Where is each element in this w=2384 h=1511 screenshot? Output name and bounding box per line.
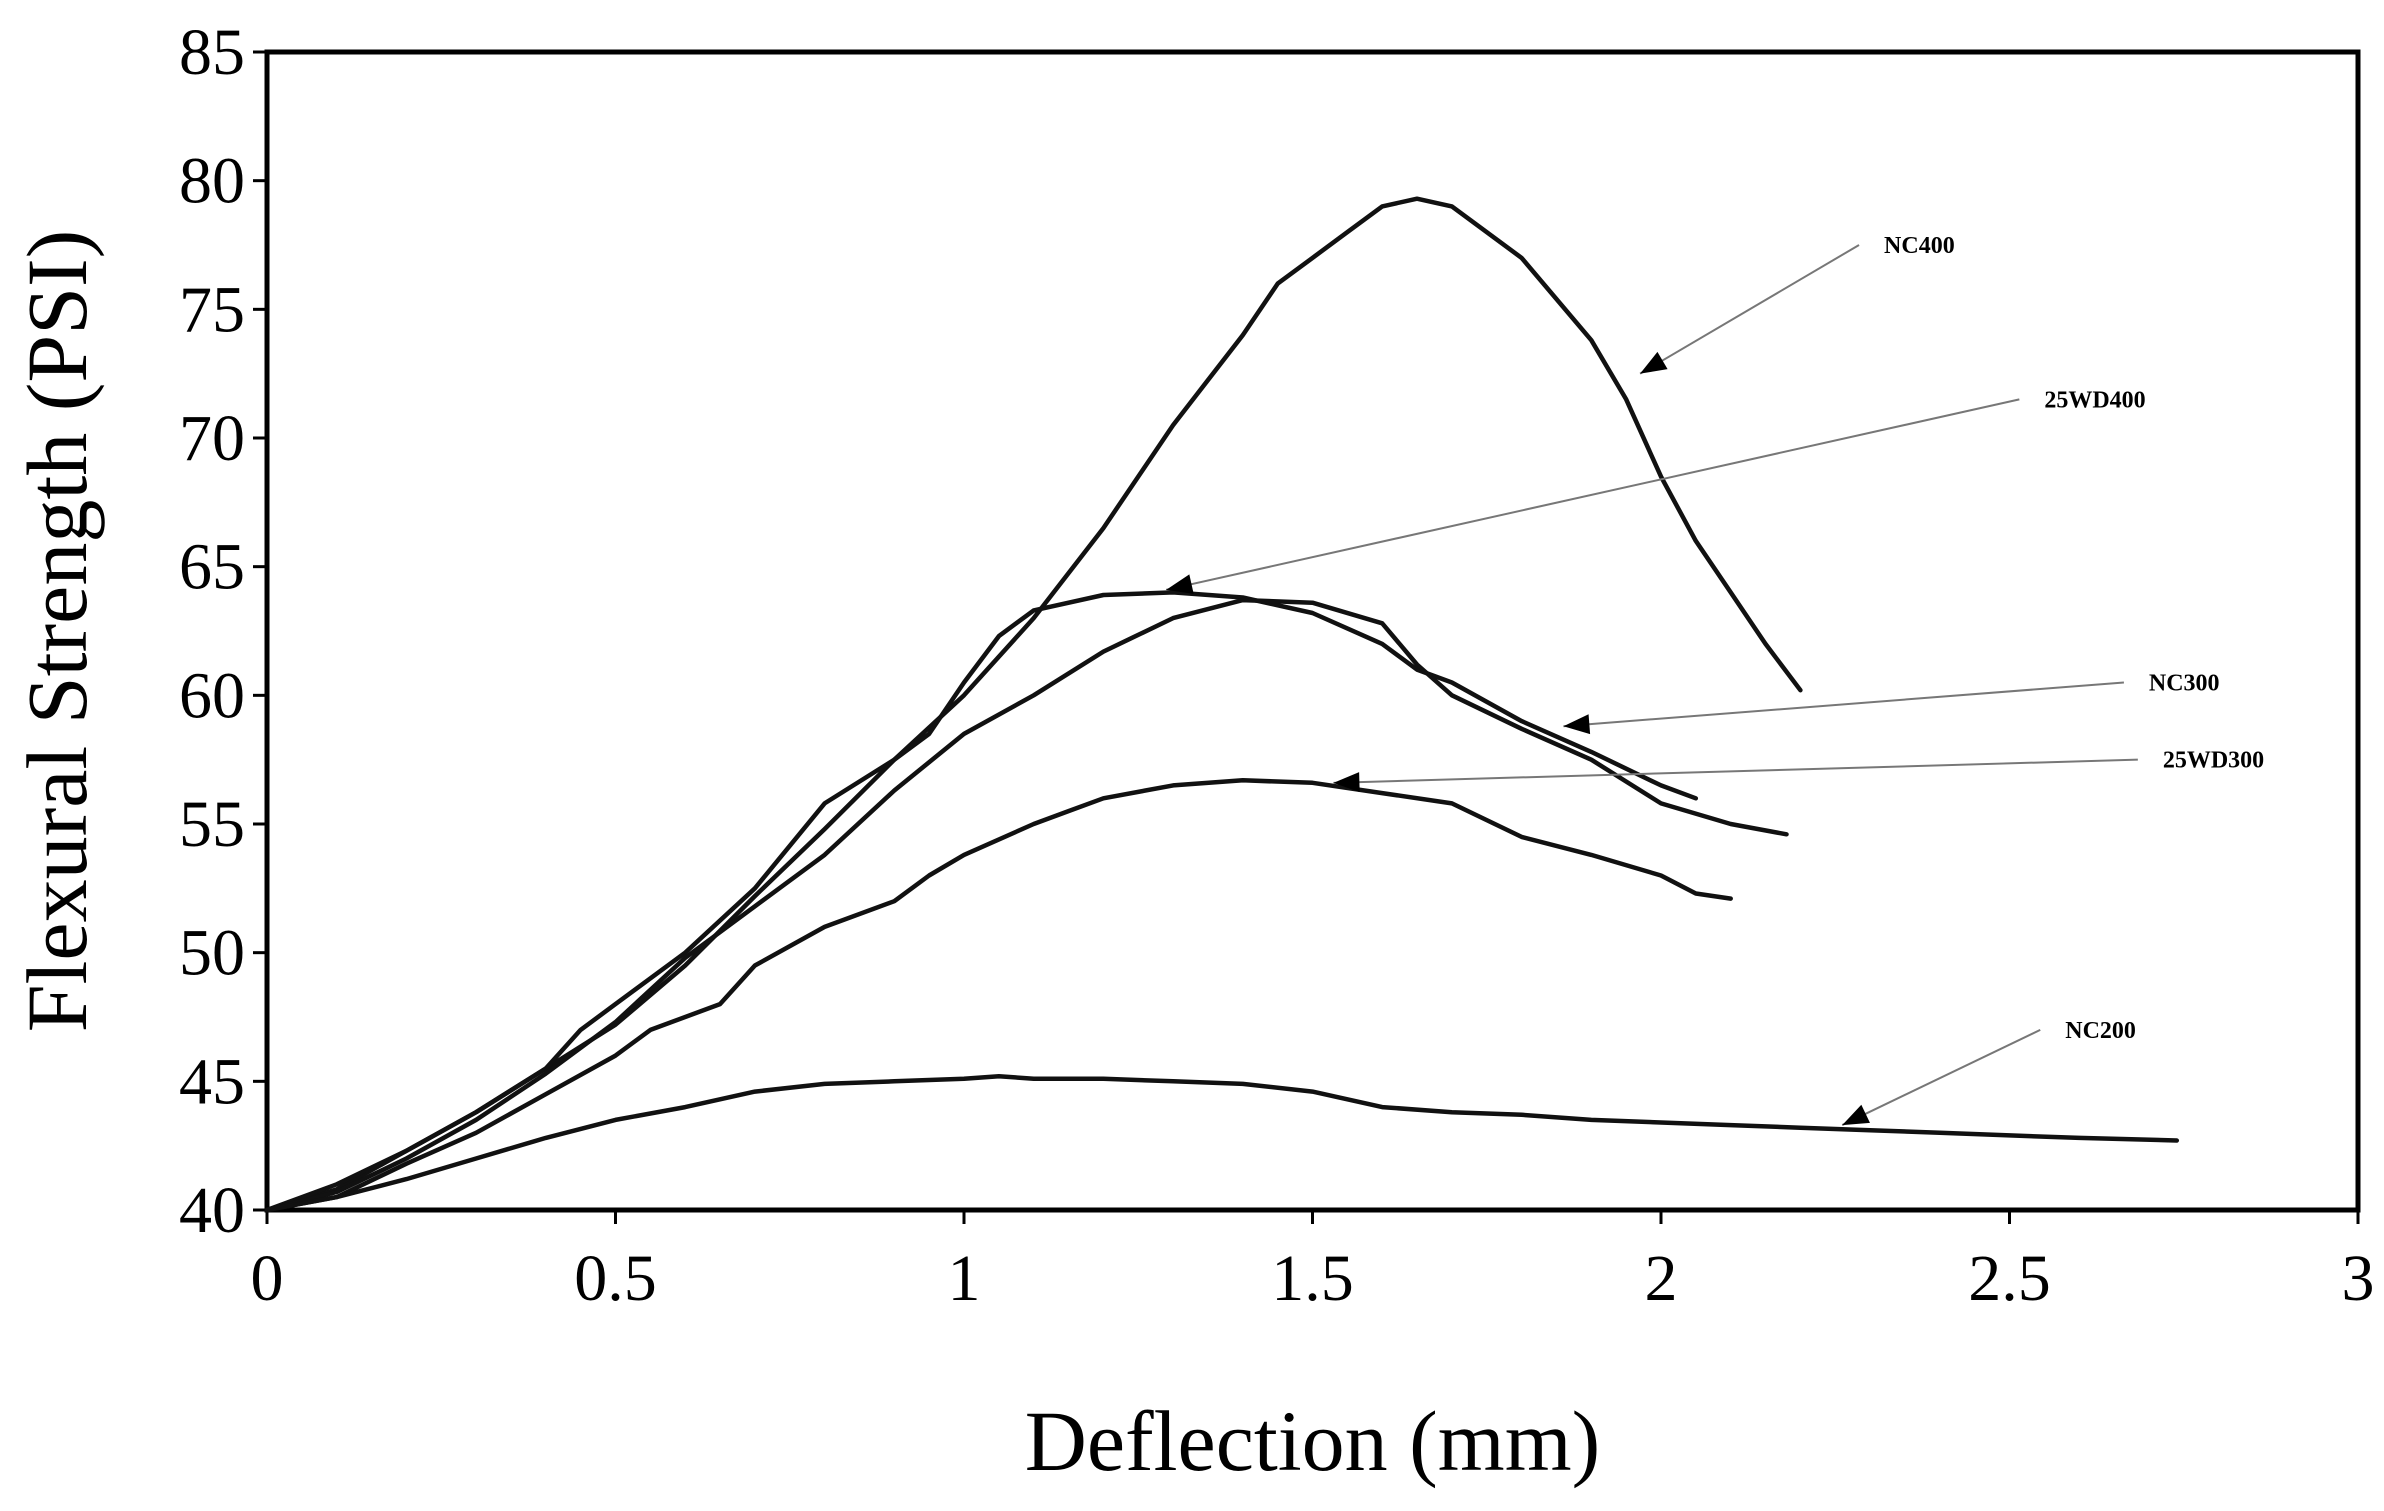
y-tick-label: 55 (179, 788, 245, 861)
annotation-leader-line (1563, 681, 2124, 728)
annotation-arrow-head (1640, 351, 1668, 374)
x-tick-label: 2 (1645, 1242, 1678, 1315)
annotation-label-nc400: NC400 (1884, 233, 1955, 259)
annotation-label-25wd300: 25WD300 (2163, 748, 2264, 774)
annotation-label-25wd400: 25WD400 (2044, 387, 2145, 413)
y-tick-label: 80 (179, 145, 245, 218)
series-line-25wd400 (264, 590, 1699, 1213)
series-line-nc200 (264, 1073, 2180, 1213)
y-tick-label: 75 (179, 273, 245, 346)
x-tick-label: 1.5 (1271, 1242, 1354, 1315)
annotation-label-nc300: NC300 (2149, 670, 2220, 696)
annotation-arrow-head (1166, 574, 1194, 594)
y-tick-label: 70 (179, 402, 245, 475)
series-line-25wd300 (264, 778, 1733, 1213)
annotation-label-nc200: NC200 (2065, 1018, 2136, 1044)
series-line-nc300 (264, 597, 1789, 1213)
y-axis-title: Flexural Strength (PSI) (9, 230, 105, 1033)
annotation-leader-line (1165, 398, 2020, 591)
annotation-leader-line (1841, 1028, 2041, 1126)
annotation-arrow-head (1333, 772, 1360, 793)
y-tick-label: 85 (179, 16, 245, 89)
x-tick-label: 1 (948, 1242, 981, 1315)
y-tick-label: 45 (179, 1045, 245, 1118)
plot-area-frame (264, 49, 2361, 1213)
x-tick-label: 0 (251, 1242, 284, 1315)
x-tick-label: 0.5 (574, 1242, 657, 1315)
x-tick-label: 3 (2342, 1242, 2375, 1315)
y-tick-label: 40 (179, 1174, 245, 1247)
annotation-leader-line (1333, 758, 2138, 784)
y-tick-label: 50 (179, 917, 245, 990)
annotation-arrow-head (1842, 1104, 1870, 1126)
x-tick-label: 2.5 (1968, 1242, 2051, 1315)
y-tick-label: 60 (179, 659, 245, 732)
x-axis-title: Deflection (mm) (1025, 1393, 1601, 1489)
series-line-nc400 (264, 196, 1803, 1213)
annotation-arrow-head (1563, 714, 1591, 735)
y-tick-label: 65 (179, 531, 245, 604)
annotation-leader-line (1639, 244, 1860, 375)
